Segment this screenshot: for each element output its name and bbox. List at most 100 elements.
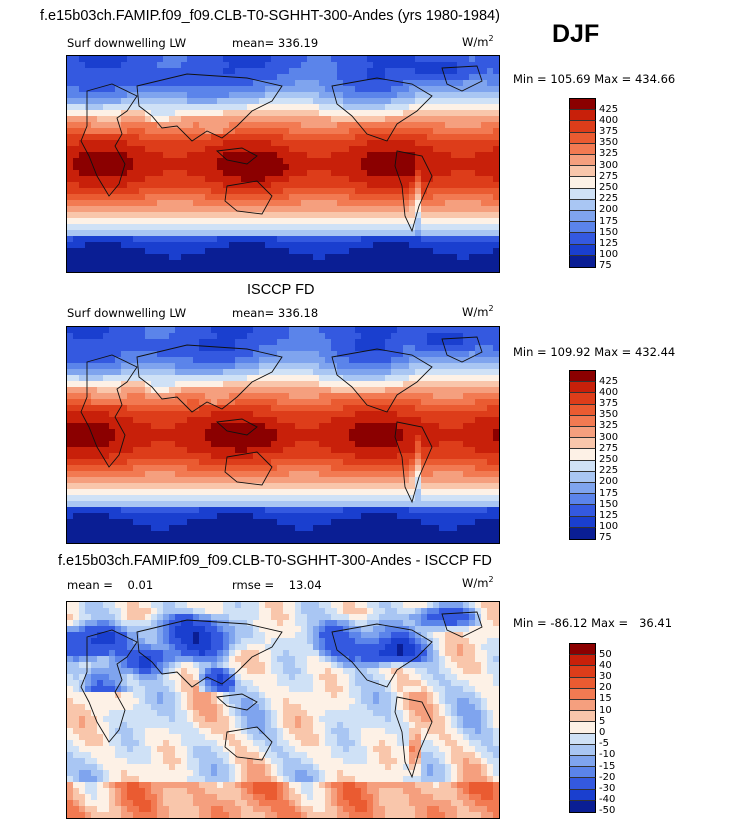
map-cell xyxy=(379,248,386,255)
map-cell xyxy=(133,164,140,171)
panel2-variable: Surf downwelling LW xyxy=(67,306,187,320)
map-cell xyxy=(409,435,416,442)
map-cell xyxy=(427,393,434,400)
map-cell xyxy=(289,260,296,267)
map-cell xyxy=(463,423,470,430)
map-cell xyxy=(217,429,224,436)
map-cell xyxy=(85,110,92,117)
map-cell xyxy=(85,200,92,207)
map-cell xyxy=(121,104,128,111)
map-cell xyxy=(313,170,320,177)
map-cell xyxy=(247,423,254,430)
map-cell xyxy=(397,140,404,147)
map-cell xyxy=(91,230,98,237)
map-cell xyxy=(325,206,332,213)
map-cell xyxy=(493,345,499,352)
map-cell xyxy=(157,146,164,153)
map-cell xyxy=(415,56,422,63)
map-cell xyxy=(271,152,278,159)
map-cell xyxy=(127,387,134,394)
map-cell xyxy=(415,435,422,442)
map-cell xyxy=(385,152,392,159)
map-cell xyxy=(331,489,338,496)
map-cell xyxy=(409,483,416,490)
map-cell xyxy=(475,188,482,195)
map-cell xyxy=(355,375,362,382)
map-cell xyxy=(337,423,344,430)
map-cell xyxy=(283,116,290,123)
map-cell xyxy=(145,441,152,448)
map-cell xyxy=(295,218,302,225)
map-cell xyxy=(133,62,140,69)
map-cell xyxy=(157,134,164,141)
map-cell xyxy=(133,56,140,63)
map-cell xyxy=(109,459,116,466)
map-cell xyxy=(481,146,488,153)
map-cell xyxy=(253,164,260,171)
map-cell xyxy=(277,471,284,478)
map-cell xyxy=(91,435,98,442)
map-cell xyxy=(313,327,320,334)
map-cell xyxy=(79,242,86,249)
map-cell xyxy=(445,363,452,370)
map-cell xyxy=(217,194,224,201)
map-cell xyxy=(109,212,116,219)
map-cell xyxy=(229,188,236,195)
map-cell xyxy=(397,266,404,272)
map-cell xyxy=(361,477,368,484)
map-cell xyxy=(235,98,242,105)
map-cell xyxy=(493,483,499,490)
map-cell xyxy=(235,507,242,514)
map-cell xyxy=(355,194,362,201)
map-cell xyxy=(187,399,194,406)
map-cell xyxy=(217,62,224,69)
map-cell xyxy=(361,134,368,141)
map-cell xyxy=(445,104,452,111)
map-cell xyxy=(163,381,170,388)
map-cell xyxy=(409,339,416,346)
map-cell xyxy=(403,387,410,394)
map-cell xyxy=(229,327,236,334)
map-cell xyxy=(235,182,242,189)
map-cell xyxy=(487,254,494,261)
map-cell xyxy=(115,399,122,406)
map-cell xyxy=(439,206,446,213)
map-cell xyxy=(475,495,482,502)
map-cell xyxy=(121,387,128,394)
map-cell xyxy=(97,236,104,243)
map-cell xyxy=(127,254,134,261)
map-cell xyxy=(343,441,350,448)
map-cell xyxy=(457,447,464,454)
map-cell xyxy=(289,477,296,484)
map-cell xyxy=(91,56,98,63)
map-cell xyxy=(193,351,200,358)
map-cell xyxy=(151,80,158,87)
map-cell xyxy=(253,254,260,261)
map-cell xyxy=(463,483,470,490)
map-cell xyxy=(163,339,170,346)
map-cell xyxy=(415,417,422,424)
map-cell xyxy=(211,236,218,243)
map-cell xyxy=(235,333,242,340)
map-cell xyxy=(193,152,200,159)
map-cell xyxy=(307,399,314,406)
map-cell xyxy=(205,507,212,514)
map-cell xyxy=(271,86,278,93)
map-cell xyxy=(415,441,422,448)
map-cell xyxy=(103,465,110,472)
map-cell xyxy=(337,128,344,135)
map-cell xyxy=(445,369,452,376)
map-cell xyxy=(367,507,374,514)
map-cell xyxy=(421,206,428,213)
map-cell xyxy=(343,110,350,117)
map-cell xyxy=(133,200,140,207)
map-cell xyxy=(139,158,146,165)
map-cell xyxy=(247,176,254,183)
map-cell xyxy=(151,92,158,99)
map-cell xyxy=(469,242,476,249)
map-cell xyxy=(325,459,332,466)
map-cell xyxy=(403,447,410,454)
map-cell xyxy=(235,224,242,231)
map-cell xyxy=(67,242,74,249)
map-cell xyxy=(349,459,356,466)
